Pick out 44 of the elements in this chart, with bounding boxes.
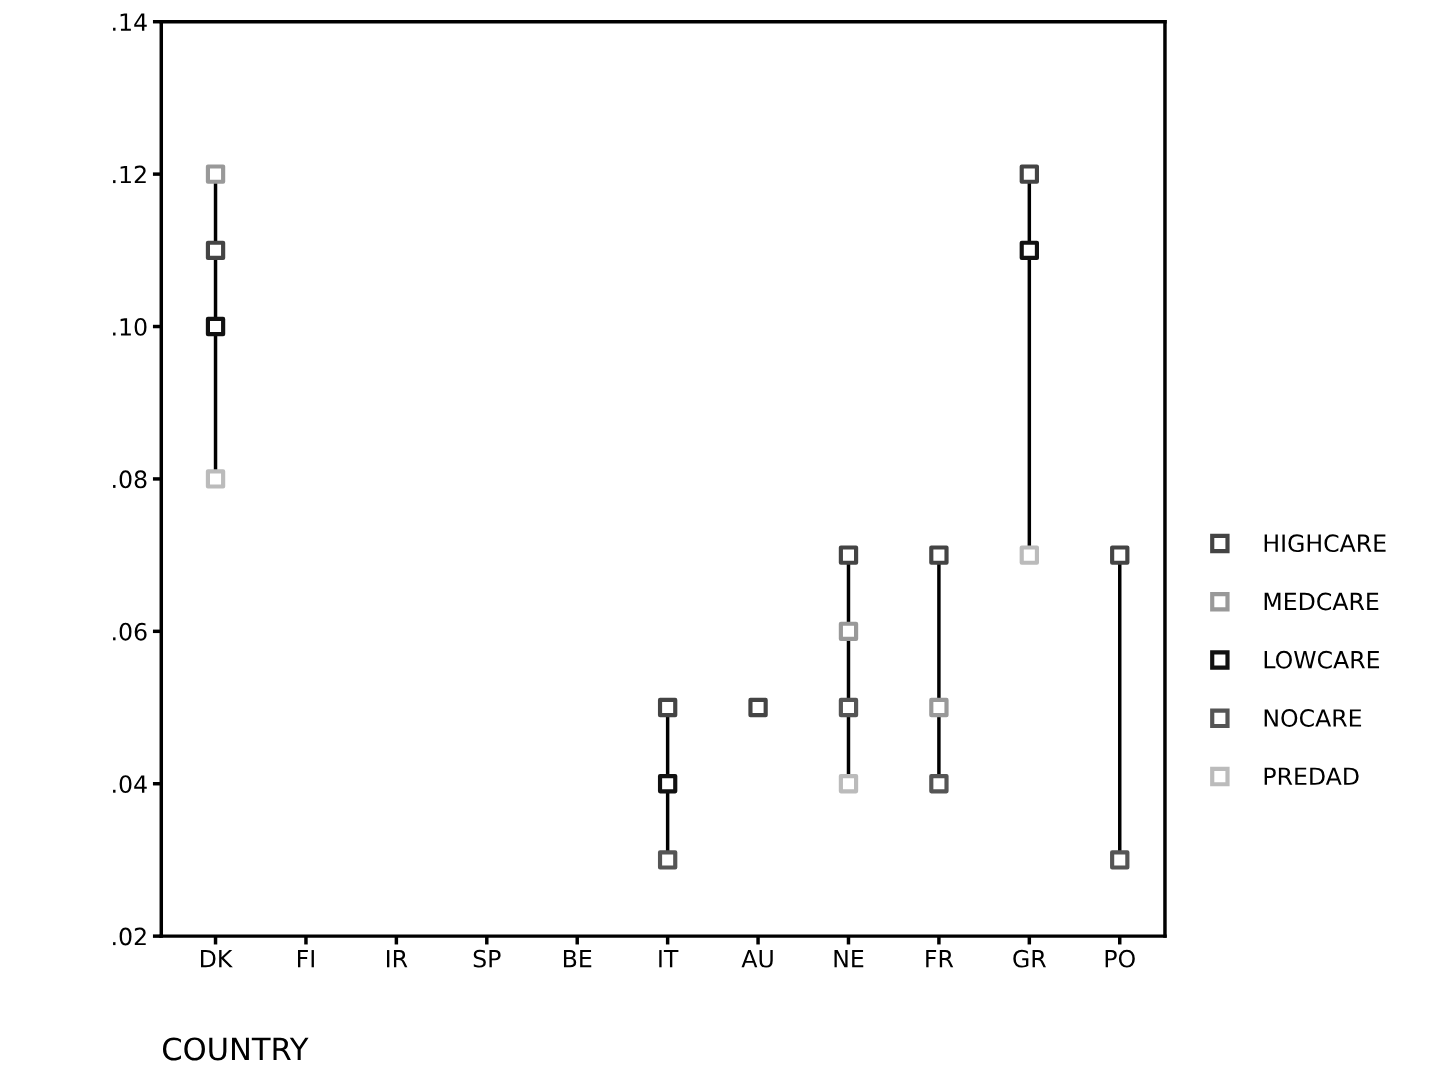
y-tick-label: .02 <box>113 927 146 946</box>
x-tick-label: FR <box>926 950 954 968</box>
x-tick-label: PO <box>1105 949 1135 968</box>
x-tick-label: AU <box>741 950 773 968</box>
legend-label: NOCARE <box>1264 709 1362 727</box>
point <box>205 164 226 184</box>
y-tick-label: .14 <box>113 13 147 31</box>
legend-label: MEDCARE <box>1264 592 1379 611</box>
point <box>657 850 678 870</box>
point <box>838 621 859 642</box>
point <box>1110 545 1130 565</box>
point <box>205 316 226 337</box>
point <box>748 697 768 718</box>
x-tick-label: FI <box>298 950 314 968</box>
legend-label: HIGHCARE <box>1264 534 1386 553</box>
legend-label: PREDAD <box>1264 767 1359 785</box>
x-tick-label: IT <box>659 950 679 968</box>
x-tick-label: BE <box>563 950 592 968</box>
point <box>838 545 859 565</box>
point <box>205 469 226 489</box>
x-tick-label: NE <box>834 950 864 968</box>
legend-label: LOWCARE <box>1264 650 1380 669</box>
y-tick-label: .10 <box>113 317 147 336</box>
point <box>1019 164 1040 184</box>
point <box>929 774 949 794</box>
x-axis-title: COUNTRY <box>162 1037 309 1061</box>
x-tick-label: DK <box>201 950 233 968</box>
point <box>1019 545 1040 565</box>
x-tick-label: IR <box>387 950 408 968</box>
point <box>1019 240 1040 261</box>
point <box>657 697 678 718</box>
y-tick-label: .08 <box>113 470 147 489</box>
y-tick-label: .12 <box>113 165 146 184</box>
y-tick-label: .06 <box>113 622 147 641</box>
x-tick-label: GR <box>1013 949 1046 968</box>
point <box>929 697 949 718</box>
point <box>205 240 226 261</box>
point <box>838 774 859 794</box>
x-tick-label: SP <box>473 949 501 968</box>
point <box>1110 850 1130 870</box>
point <box>657 774 678 794</box>
point <box>929 545 949 565</box>
y-tick-label: .04 <box>113 775 147 794</box>
point <box>838 697 859 718</box>
